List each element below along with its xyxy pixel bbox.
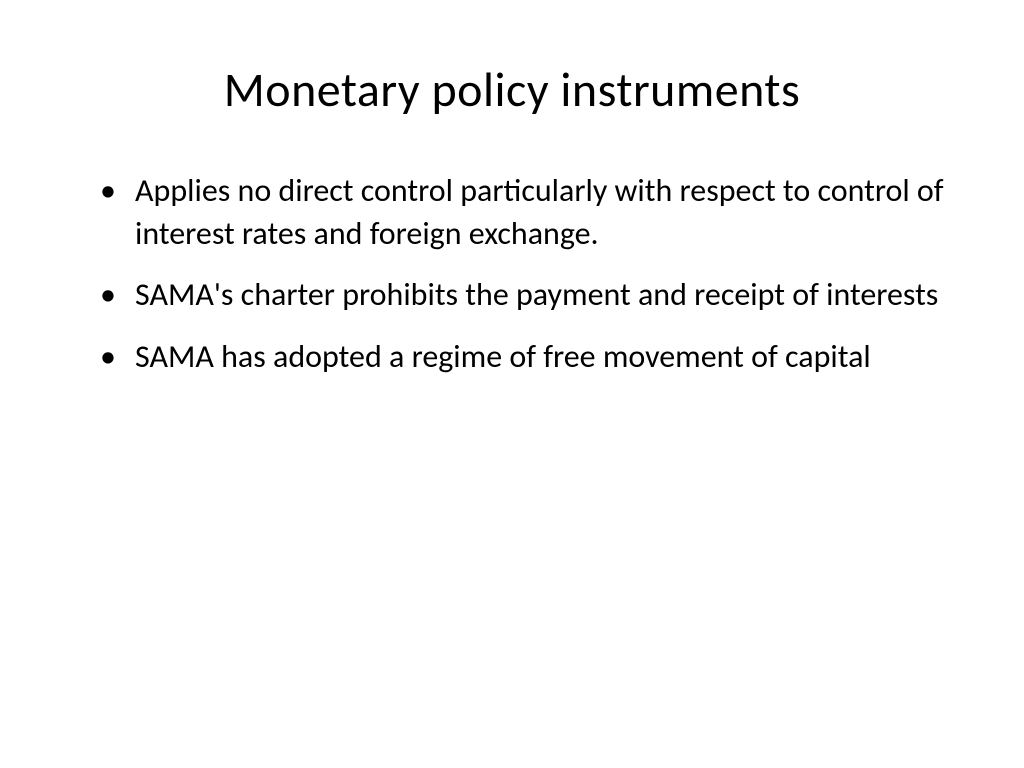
bullet-list: Applies no direct control particularly w… xyxy=(80,169,944,378)
bullet-item: Applies no direct control particularly w… xyxy=(100,169,944,255)
slide-title: Monetary policy instruments xyxy=(80,60,944,119)
bullet-item: SAMA has adopted a regime of free moveme… xyxy=(100,335,944,378)
bullet-item: SAMA's charter prohibits the payment and… xyxy=(100,273,944,316)
